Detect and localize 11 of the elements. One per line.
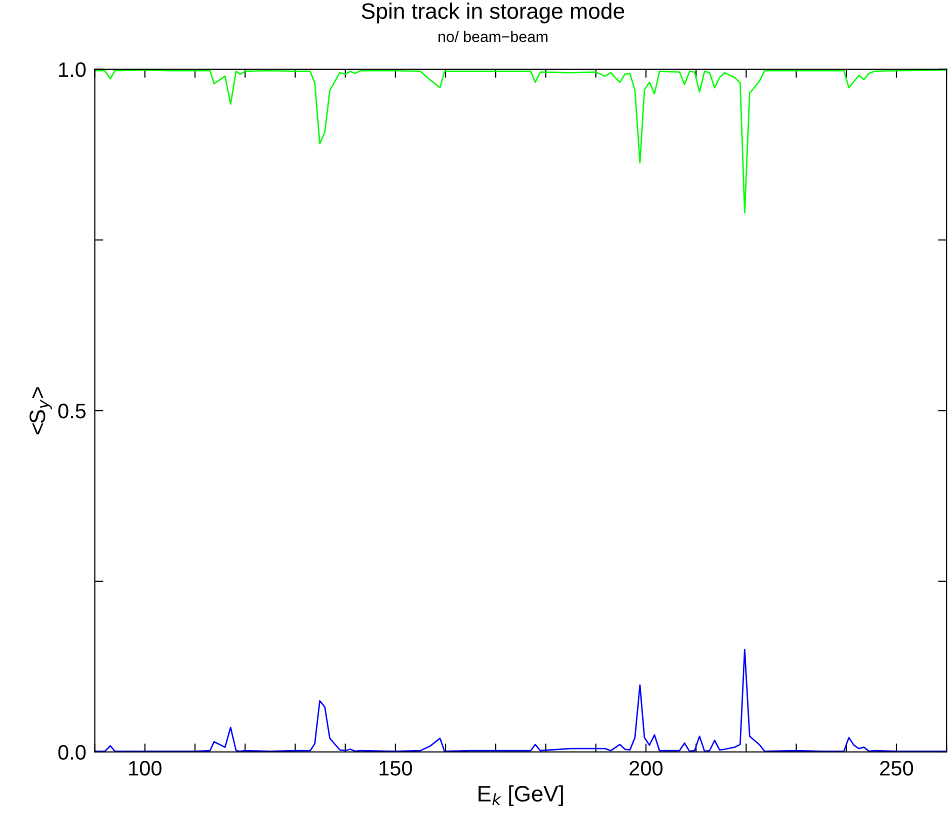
y-axis-title: <S$_{y}$> [30,387,52,434]
x-axis-title: E$_{k}$ [GeV] [478,785,563,806]
x-tick-label: 100 [129,760,162,776]
x-tick-label: 250 [880,760,914,776]
x-tick-label: 200 [630,760,663,776]
y-tick-label: 0.0 [58,744,86,760]
x-tick-label: 150 [380,760,412,776]
y-tick-label: 0.5 [58,404,86,418]
y-tick-label: 1.0 [59,62,86,78]
chart-subtitle: no/ beam−beam [438,30,548,42]
chart-title: Spin track in storage mode [362,2,624,24]
